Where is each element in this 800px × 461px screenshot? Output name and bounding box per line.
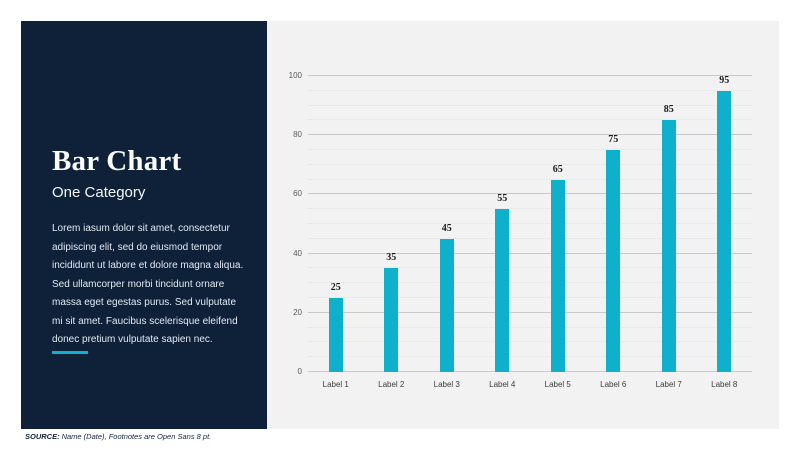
bar-label-6 (606, 150, 621, 372)
gridline-minor (308, 149, 752, 150)
gridline-minor (308, 341, 752, 343)
gridline-major (308, 134, 752, 136)
x-axis-tick-label: Label 8 (711, 380, 738, 389)
chart-panel: 0 20 40 60 80 100 25 Label 1 35 Label 2 45 Label 3 5… (267, 21, 779, 429)
bar-label-1 (328, 298, 343, 372)
gridline-minor (308, 237, 752, 239)
gridline-major (308, 311, 752, 313)
x-axis-tick-label: Label 7 (655, 380, 682, 389)
gridline-minor (308, 326, 752, 328)
y-axis-tick-label: 100 (288, 71, 302, 80)
gridline-major (308, 252, 752, 254)
x-axis-tick-label: Label 2 (378, 380, 405, 389)
bar-value-label: 75 (608, 134, 619, 145)
slide-subtitle: One Category (52, 184, 146, 201)
gridline-minor (308, 267, 752, 269)
sidebar: Bar Chart One Category Lorem iasum dolor… (21, 21, 267, 429)
bar-value-label: 65 (552, 163, 563, 175)
gridline-minor (308, 297, 752, 298)
bar-label-3 (439, 238, 454, 372)
gridline-minor (308, 178, 752, 180)
source-note: SOURCE: Name (Date), Footnotes are Open S… (25, 432, 211, 441)
y-axis-tick-label: 60 (293, 189, 302, 199)
bar-label-4 (495, 209, 510, 372)
x-axis-tick-label: Label 3 (433, 380, 460, 389)
gridline-minor (308, 223, 752, 224)
y-axis-tick-label: 40 (293, 248, 302, 258)
gridline-minor (308, 119, 752, 121)
gridline-major (308, 193, 752, 195)
bar-value-label: 55 (497, 193, 508, 205)
y-axis-tick-label: 20 (293, 307, 302, 317)
gridline-major (308, 75, 752, 76)
bar-value-label: 95 (719, 74, 730, 86)
slide-title: Bar Chart (52, 145, 182, 177)
bar-label-8 (717, 90, 732, 372)
sidebar-body-text: Lorem iasum dolor sit amet, consectetur … (52, 223, 244, 345)
gridline-minor (308, 356, 752, 358)
bar-value-label: 35 (386, 252, 397, 264)
bar-label-2 (384, 268, 399, 372)
y-axis-tick-label: 80 (293, 130, 302, 140)
bar-label-7 (661, 120, 676, 372)
source-text: Name (Date), Footnotes are Open Sans 8 p… (61, 432, 212, 441)
gridline-minor (308, 282, 752, 284)
x-axis-tick-label: Label 1 (322, 380, 349, 389)
gridline-minor (308, 89, 752, 91)
bar-value-label: 45 (441, 222, 452, 234)
gridline-major (308, 371, 752, 372)
x-axis-tick-label: Label 4 (489, 380, 516, 389)
source-label: SOURCE: (25, 432, 60, 441)
x-axis-tick-label: Label 5 (544, 380, 571, 389)
bar-value-label: 25 (330, 282, 341, 293)
bar-label-5 (550, 179, 565, 372)
bar-value-label: 85 (663, 104, 674, 116)
accent-divider (52, 351, 88, 354)
y-axis-tick-label: 0 (297, 367, 302, 376)
gridline-minor (308, 104, 752, 106)
x-axis-tick-label: Label 6 (600, 380, 627, 389)
bar-chart: 0 20 40 60 80 100 25 Label 1 35 Label 2 45 Label 3 5… (289, 71, 752, 389)
gridline-minor (308, 208, 752, 210)
gridline-minor (308, 163, 752, 165)
